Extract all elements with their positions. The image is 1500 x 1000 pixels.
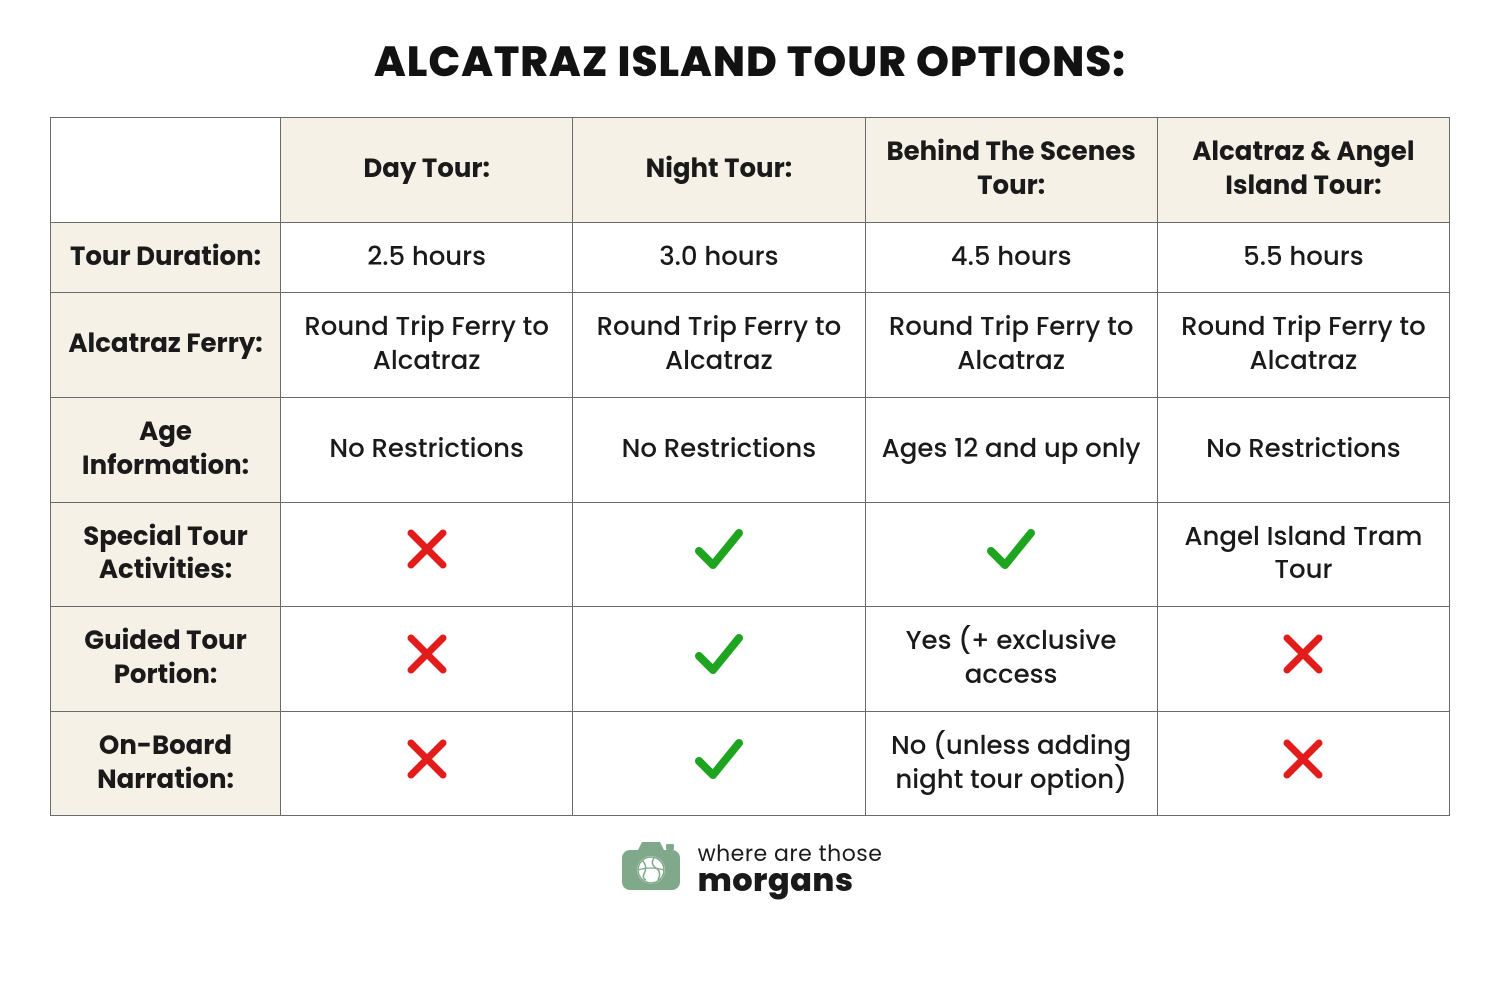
cross-icon [1281, 632, 1325, 686]
table-cell: 3.0 hours [573, 222, 865, 293]
check-icon [693, 733, 745, 795]
table-row: Age Information:No RestrictionsNo Restri… [51, 397, 1450, 502]
table-row: Alcatraz Ferry:Round Trip Ferry to Alcat… [51, 293, 1450, 398]
cross-icon [405, 527, 449, 581]
row-header: On-Board Narration: [51, 711, 281, 816]
check-icon [693, 523, 745, 585]
col-header-night: Night Tour: [573, 118, 865, 223]
table-cell [281, 607, 573, 712]
tour-comparison-table: Day Tour: Night Tour: Behind The Scenes … [50, 117, 1450, 816]
table-cell [573, 607, 865, 712]
table-cell: 2.5 hours [281, 222, 573, 293]
page-title: ALCATRAZ ISLAND TOUR OPTIONS: [374, 30, 1126, 93]
table-cell [281, 502, 573, 607]
check-icon [985, 523, 1037, 585]
table-cell: Angel Island Tram Tour [1157, 502, 1449, 607]
table-cell: No Restrictions [1157, 397, 1449, 502]
row-header: Alcatraz Ferry: [51, 293, 281, 398]
table-cell [573, 502, 865, 607]
camera-globe-icon [618, 838, 684, 901]
row-header: Age Information: [51, 397, 281, 502]
table-cell: 4.5 hours [865, 222, 1157, 293]
footer-logo-block: where are those morgans [618, 838, 883, 901]
cross-icon [405, 737, 449, 791]
table-cell: 5.5 hours [1157, 222, 1449, 293]
col-header-angel: Alcatraz & Angel Island Tour: [1157, 118, 1449, 223]
cross-icon [405, 632, 449, 686]
table-cell [865, 502, 1157, 607]
col-header-day: Day Tour: [281, 118, 573, 223]
footer-text: where are those morgans [698, 843, 883, 897]
table-cell: Round Trip Ferry to Alcatraz [281, 293, 573, 398]
table-row: On-Board Narration: No (unless adding nig… [51, 711, 1450, 816]
table-row: Special Tour Activities: Angel Island Tra… [51, 502, 1450, 607]
check-icon [693, 628, 745, 690]
table-row: Tour Duration:2.5 hours3.0 hours4.5 hour… [51, 222, 1450, 293]
col-header-behind: Behind The Scenes Tour: [865, 118, 1157, 223]
corner-cell [51, 118, 281, 223]
table-cell: No Restrictions [573, 397, 865, 502]
table-cell [1157, 607, 1449, 712]
table-cell [573, 711, 865, 816]
table-cell: No Restrictions [281, 397, 573, 502]
row-header: Tour Duration: [51, 222, 281, 293]
table-cell: Round Trip Ferry to Alcatraz [573, 293, 865, 398]
footer-line2: morgans [698, 865, 883, 897]
table-cell: No (unless adding night tour option) [865, 711, 1157, 816]
table-cell: Yes (+ exclusive access [865, 607, 1157, 712]
row-header: Guided Tour Portion: [51, 607, 281, 712]
table-cell [281, 711, 573, 816]
table-header-row: Day Tour: Night Tour: Behind The Scenes … [51, 118, 1450, 223]
table-cell [1157, 711, 1449, 816]
table-cell: Round Trip Ferry to Alcatraz [865, 293, 1157, 398]
row-header: Special Tour Activities: [51, 502, 281, 607]
table-cell: Ages 12 and up only [865, 397, 1157, 502]
cross-icon [1281, 737, 1325, 791]
table-row: Guided Tour Portion: Yes (+ exclusive acc… [51, 607, 1450, 712]
table-cell: Round Trip Ferry to Alcatraz [1157, 293, 1449, 398]
